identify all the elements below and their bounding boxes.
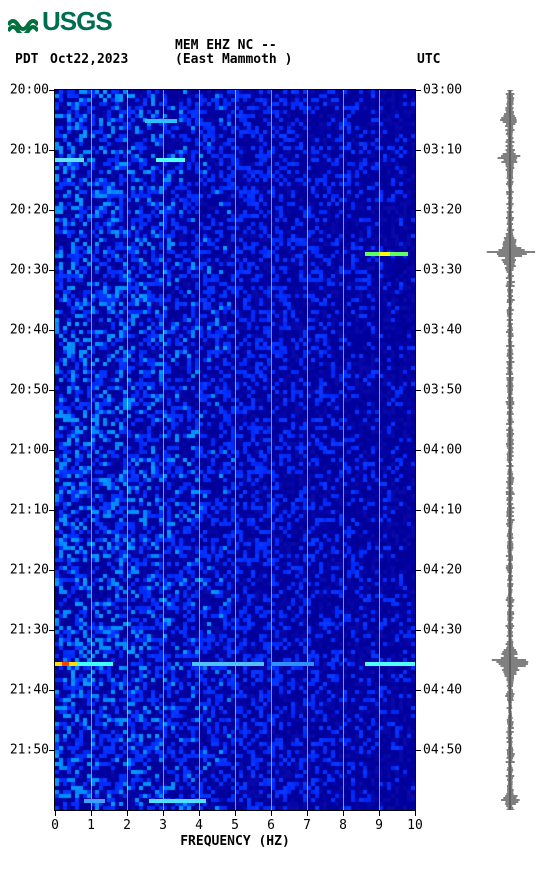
y-left-label: 20:10: [10, 143, 49, 158]
grid-line: [307, 90, 308, 810]
y-left-label: 21:20: [10, 563, 49, 578]
y-left-label: 21:40: [10, 683, 49, 698]
x-label: 8: [339, 818, 347, 833]
y-right-label: 03:50: [423, 383, 462, 398]
x-tick: [163, 810, 164, 816]
y-tick-left: [49, 630, 55, 631]
y-right-label: 04:10: [423, 503, 462, 518]
y-tick-left: [49, 270, 55, 271]
grid-line: [91, 90, 92, 810]
utc-label: UTC: [417, 52, 440, 67]
trace-path: [487, 90, 535, 810]
y-tick-right: [415, 390, 421, 391]
y-tick-left: [49, 570, 55, 571]
y-tick-left: [49, 90, 55, 91]
trace-svg: [480, 90, 540, 810]
grid-line: [379, 90, 380, 810]
grid-line: [127, 90, 128, 810]
x-tick: [91, 810, 92, 816]
wave-icon: [8, 11, 38, 33]
y-left-label: 20:20: [10, 203, 49, 218]
y-left-label: 20:40: [10, 323, 49, 338]
y-right-label: 03:20: [423, 203, 462, 218]
x-tick: [415, 810, 416, 816]
y-left-label: 20:50: [10, 383, 49, 398]
y-tick-left: [49, 510, 55, 511]
x-tick: [271, 810, 272, 816]
y-left-label: 21:50: [10, 743, 49, 758]
x-tick: [235, 810, 236, 816]
y-tick-right: [415, 630, 421, 631]
y-tick-right: [415, 450, 421, 451]
y-tick-right: [415, 690, 421, 691]
station-name: (East Mammoth ): [175, 52, 292, 67]
x-label: 9: [375, 818, 383, 833]
x-label: 2: [123, 818, 131, 833]
seismogram-trace: [480, 90, 540, 810]
y-right-label: 03:30: [423, 263, 462, 278]
station-id: MEM EHZ NC --: [175, 38, 277, 53]
y-tick-right: [415, 150, 421, 151]
grid-line: [271, 90, 272, 810]
pdt-label: PDT: [15, 52, 38, 67]
x-axis-title: FREQUENCY (HZ): [180, 834, 290, 849]
y-left-label: 21:30: [10, 623, 49, 638]
grid-line: [163, 90, 164, 810]
x-label: 7: [303, 818, 311, 833]
grid-line: [235, 90, 236, 810]
y-right-label: 03:10: [423, 143, 462, 158]
x-tick: [127, 810, 128, 816]
logo-text: USGS: [42, 6, 112, 37]
y-left-label: 21:10: [10, 503, 49, 518]
y-left-label: 21:00: [10, 443, 49, 458]
y-tick-left: [49, 150, 55, 151]
y-right-label: 03:40: [423, 323, 462, 338]
x-label: 4: [195, 818, 203, 833]
y-tick-left: [49, 210, 55, 211]
y-left-label: 20:00: [10, 83, 49, 98]
x-label: 6: [267, 818, 275, 833]
y-tick-left: [49, 330, 55, 331]
x-tick: [55, 810, 56, 816]
y-right-label: 04:30: [423, 623, 462, 638]
date-label: Oct22,2023: [50, 52, 128, 67]
y-left-label: 20:30: [10, 263, 49, 278]
x-tick: [307, 810, 308, 816]
grid-line: [199, 90, 200, 810]
y-tick-left: [49, 690, 55, 691]
usgs-logo: USGS: [8, 6, 112, 37]
x-tick: [199, 810, 200, 816]
y-tick-right: [415, 570, 421, 571]
y-tick-left: [49, 750, 55, 751]
y-tick-right: [415, 90, 421, 91]
y-tick-right: [415, 750, 421, 751]
y-tick-right: [415, 510, 421, 511]
y-tick-right: [415, 270, 421, 271]
x-label: 3: [159, 818, 167, 833]
y-tick-left: [49, 450, 55, 451]
spectrogram-chart: 20:0020:1020:2020:3020:4020:5021:0021:10…: [55, 90, 415, 810]
x-label: 0: [51, 818, 59, 833]
x-tick: [343, 810, 344, 816]
y-right-label: 03:00: [423, 83, 462, 98]
y-tick-right: [415, 210, 421, 211]
x-label: 5: [231, 818, 239, 833]
y-tick-left: [49, 390, 55, 391]
y-right-label: 04:40: [423, 683, 462, 698]
x-tick: [379, 810, 380, 816]
x-label: 10: [407, 818, 423, 833]
y-right-label: 04:00: [423, 443, 462, 458]
grid-line: [343, 90, 344, 810]
y-tick-right: [415, 330, 421, 331]
y-right-label: 04:20: [423, 563, 462, 578]
x-label: 1: [87, 818, 95, 833]
y-right-label: 04:50: [423, 743, 462, 758]
